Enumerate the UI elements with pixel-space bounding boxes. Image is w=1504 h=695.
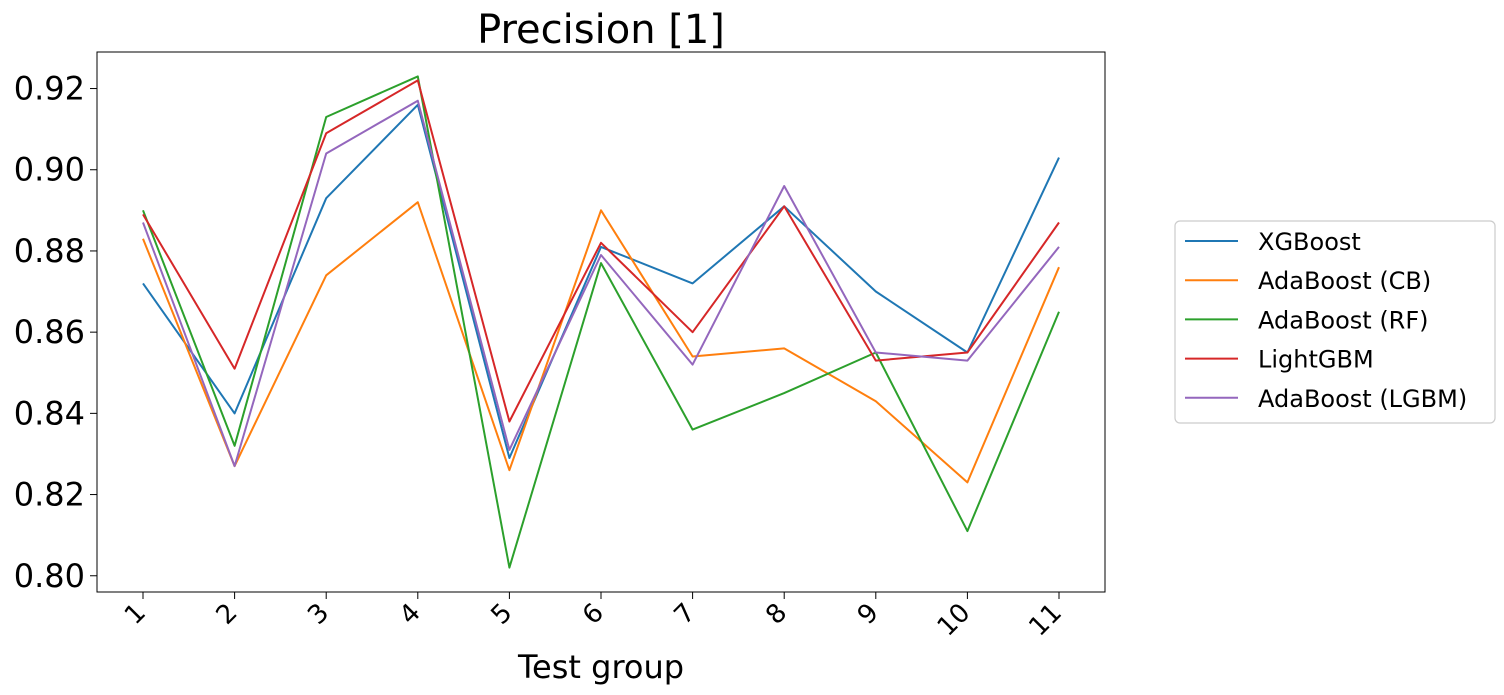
y-tick-label: 0.88 xyxy=(14,232,85,270)
series-line-3 xyxy=(142,75,1060,569)
x-tick-label: 1 xyxy=(119,598,152,631)
legend-label: AdaBoost (CB) xyxy=(1258,267,1431,295)
x-tick-label: 11 xyxy=(1023,598,1068,643)
legend-label: AdaBoost (LGBM) xyxy=(1258,385,1467,413)
y-tick-label: 0.80 xyxy=(14,557,85,595)
legend-label: XGBoost xyxy=(1258,228,1361,256)
series-line-5 xyxy=(142,99,1060,468)
x-tick-label: 8 xyxy=(760,598,793,631)
x-tick-label: 6 xyxy=(577,598,610,631)
x-axis-label: Test group xyxy=(517,648,684,686)
series-line-4 xyxy=(142,79,1060,423)
series-line-2 xyxy=(142,201,1060,484)
y-tick-label: 0.92 xyxy=(14,70,85,108)
x-tick-label: 7 xyxy=(669,598,702,631)
x-tick-label: 4 xyxy=(394,598,427,631)
legend-label: AdaBoost (RF) xyxy=(1258,306,1429,334)
x-tick-label: 5 xyxy=(485,598,518,631)
x-tick-label: 9 xyxy=(852,598,885,631)
y-tick-label: 0.90 xyxy=(14,151,85,189)
x-tick-label: 3 xyxy=(302,598,335,631)
legend-box xyxy=(1174,220,1496,424)
y-axis: 0.80 0.82 0.84 0.86 0.88 0.90 0.92 xyxy=(14,70,97,595)
x-axis: 1 2 3 4 5 6 7 8 9 10 11 xyxy=(119,592,1068,642)
y-tick-label: 0.84 xyxy=(14,394,85,432)
x-tick-label: 2 xyxy=(211,598,244,631)
series-lines xyxy=(142,75,1060,569)
series-line-1 xyxy=(142,103,1060,459)
plot-frame xyxy=(96,51,1106,593)
y-tick-label: 0.86 xyxy=(14,313,85,351)
legend: XGBoost AdaBoost (CB) AdaBoost (RF) LightGB… xyxy=(1174,220,1496,424)
legend-label: LightGBM xyxy=(1258,346,1374,374)
y-tick-label: 0.82 xyxy=(14,476,85,514)
x-tick-label: 10 xyxy=(932,598,977,643)
chart-title: Precision [1] xyxy=(477,7,725,53)
